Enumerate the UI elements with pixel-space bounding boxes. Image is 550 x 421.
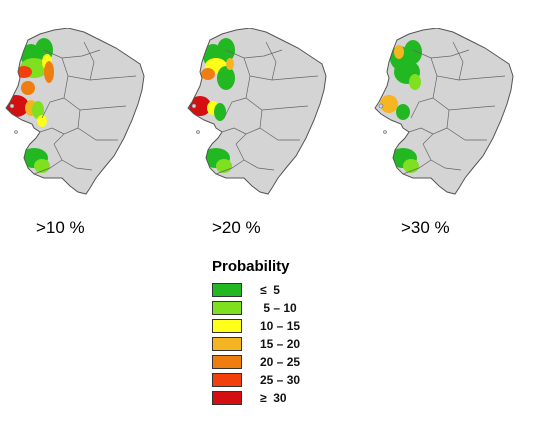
province-border: [39, 127, 65, 135]
province-border: [402, 159, 432, 175]
legend-swatch: [212, 355, 242, 369]
legend-range-label: 5 – 10: [260, 301, 297, 315]
risk-zone: [380, 95, 398, 113]
legend-item: ≥ 30: [212, 390, 352, 408]
province-border: [77, 109, 118, 141]
legend-range-label: ≥ 30: [260, 391, 287, 405]
risk-zone: [16, 66, 32, 78]
ecuador-map-30pct: [374, 28, 514, 195]
legend-swatch: [212, 283, 242, 297]
risk-zone: [396, 104, 410, 120]
map-panel-20pct: [186, 28, 356, 198]
province-border: [446, 109, 487, 141]
province-border: [225, 49, 283, 59]
island: [191, 103, 197, 109]
province-border: [422, 143, 462, 171]
island: [9, 103, 15, 109]
province-border: [33, 159, 63, 175]
country-border: [374, 28, 514, 195]
risk-zone: [404, 40, 422, 64]
legend-item: 5 – 10: [212, 300, 352, 318]
province-border: [410, 97, 434, 119]
risk-zone: [226, 58, 234, 70]
legend-title: Probability: [212, 258, 290, 275]
province-border: [408, 127, 434, 135]
legend-swatch: [212, 391, 242, 405]
risk-zone: [32, 101, 44, 119]
risk-zone: [214, 103, 226, 121]
province-border: [412, 49, 470, 59]
legend-range-label: 10 – 15: [260, 319, 301, 333]
legend-range-label: 20 – 25: [260, 355, 301, 369]
province-border: [83, 41, 95, 81]
risk-zone: [217, 66, 235, 90]
legend-swatch: [212, 301, 242, 315]
legend-range-label: 25 – 30: [260, 373, 301, 387]
island: [383, 130, 387, 134]
risk-zone: [44, 61, 54, 83]
ecuador-map-20pct: [187, 28, 327, 195]
legend-item: 15 – 20: [212, 336, 352, 354]
risk-zone: [409, 74, 421, 90]
province-border: [41, 97, 65, 119]
legend-swatch: [212, 319, 242, 333]
legend-item: 20 – 25: [212, 354, 352, 372]
risk-zone: [201, 68, 215, 80]
map-panel-10pct: [4, 28, 174, 198]
province-border: [221, 127, 247, 135]
risk-zones: [380, 40, 422, 173]
country-border: [5, 28, 145, 195]
province-border: [235, 143, 275, 171]
province-border: [452, 41, 464, 81]
map-panel-30pct: [373, 28, 543, 198]
threshold-label-30pct: >30 %: [401, 218, 450, 237]
island: [196, 130, 200, 134]
province-border: [265, 41, 277, 81]
province-border: [259, 109, 300, 141]
country-border: [187, 28, 327, 195]
risk-zone: [394, 45, 404, 59]
island: [14, 130, 18, 134]
legend-range-label: 15 – 20: [260, 337, 301, 351]
threshold-label-20pct: >20 %: [212, 218, 261, 237]
probability-legend: Probability ≤ 5 5 – 10 10 – 15 15 – 20 20 –…: [212, 258, 352, 408]
island: [378, 103, 384, 109]
legend-item: 25 – 30: [212, 372, 352, 390]
province-border: [223, 97, 247, 119]
risk-zone: [189, 96, 211, 116]
risk-zone: [37, 115, 47, 127]
province-border: [43, 49, 101, 59]
province-border: [53, 143, 93, 171]
ecuador-map-10pct: [5, 28, 145, 195]
risk-zone: [21, 81, 35, 95]
legend-item: 10 – 15: [212, 318, 352, 336]
legend-swatch: [212, 337, 242, 351]
province-border: [215, 159, 245, 175]
legend-item: ≤ 5: [212, 282, 352, 300]
threshold-label-10pct: >10 %: [36, 218, 85, 237]
legend-range-label: ≤ 5: [260, 283, 280, 297]
legend-swatch: [212, 373, 242, 387]
